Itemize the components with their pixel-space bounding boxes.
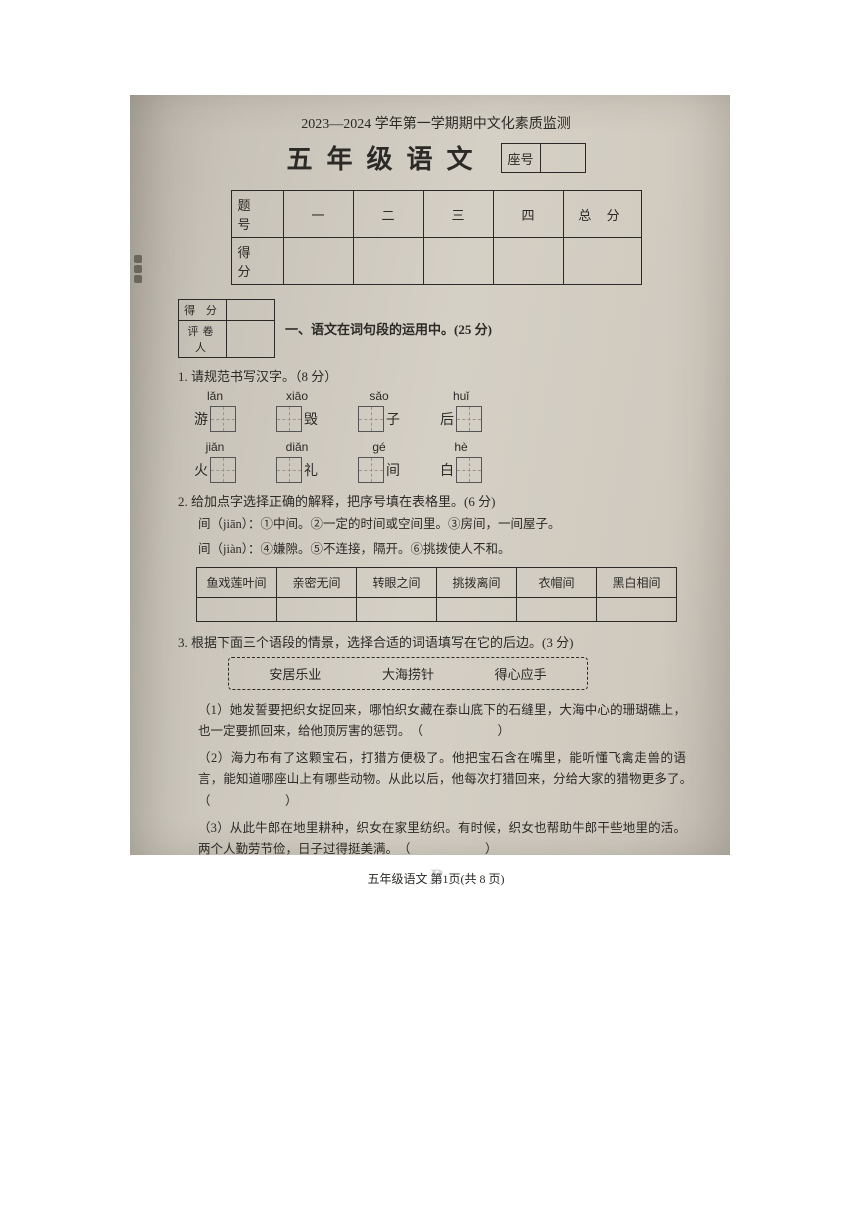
score-col-1: 一 (283, 191, 353, 238)
score-row2-label: 得 分 (231, 238, 283, 285)
q2-ans[interactable] (437, 597, 517, 621)
char-trail: 间 (386, 460, 400, 480)
q3-p2: （2）海力布有了这颗宝石，打猎方便极了。他把宝石含在嘴里，能听懂飞禽走兽的语言，… (198, 748, 694, 812)
pinyin: lǎn (207, 389, 223, 403)
seat-box: 座号 (501, 143, 586, 173)
binding-holes (134, 255, 142, 283)
write-box[interactable] (276, 457, 302, 483)
q2-ans[interactable] (597, 597, 677, 621)
hole-icon (134, 265, 142, 273)
pinyin: xiāo (286, 389, 308, 403)
mini-v2[interactable] (227, 321, 275, 358)
q3-p3: （3）从此牛郎在地里耕种，织女在家里纺织。有时候，织女也帮助牛郎干些地里的活。两… (198, 818, 694, 861)
page-footer: B 五年级语文 第1页(共 8 页) (178, 870, 694, 887)
grader-table: 得 分 评卷人 (178, 299, 275, 358)
q2-def1: 间（jiān）：①中间。②一定的时间或空间里。③房间，一间屋子。 (198, 514, 694, 535)
seat-label: 座号 (502, 144, 541, 172)
question-2: 2. 给加点字选择正确的解释，把序号填在表格里。(6 分) (178, 491, 694, 510)
q2-h4: 挑拨离间 (437, 567, 517, 597)
q2-ans[interactable] (357, 597, 437, 621)
score-cell[interactable] (283, 238, 353, 285)
char-item: hè 白 (440, 440, 482, 483)
q2-def2: 间（jiàn）：④嫌隙。⑤不连接，隔开。⑥挑拨使人不和。 (198, 539, 694, 560)
score-cell[interactable] (493, 238, 563, 285)
section-1-header: 得 分 评卷人 一、语文在词句段的运用中。(25 分) (178, 299, 694, 358)
q2-ans[interactable] (277, 597, 357, 621)
score-row1-label: 题 号 (231, 191, 283, 238)
q1-row2: jiǎn 火 diǎn 礼 gé 间 hè 白 (194, 440, 694, 483)
char-item: lǎn 游 (194, 389, 236, 432)
answer-blank[interactable]: （ ） (404, 842, 499, 856)
write-box[interactable] (210, 457, 236, 483)
score-col-4: 四 (493, 191, 563, 238)
char-lead: 游 (194, 409, 208, 429)
opt-1: 安居乐业 (269, 664, 321, 683)
exam-header-line: 2023—2024 学年第一学期期中文化素质监测 (178, 113, 694, 133)
char-item: jiǎn 火 (194, 440, 236, 483)
q2-h1: 鱼戏莲叶间 (197, 567, 277, 597)
answer-blank[interactable]: （ ） (198, 794, 300, 808)
write-box[interactable] (210, 406, 236, 432)
q2-ans[interactable] (517, 597, 597, 621)
char-lead: 火 (194, 460, 208, 480)
score-cell[interactable] (353, 238, 423, 285)
write-box[interactable] (358, 457, 384, 483)
char-lead: 后 (440, 409, 454, 429)
char-item: diǎn 礼 (276, 440, 318, 483)
q2-h2: 亲密无间 (277, 567, 357, 597)
score-col-2: 二 (353, 191, 423, 238)
score-total-label: 总 分 (563, 191, 641, 238)
mini-r1: 得 分 (179, 300, 227, 321)
hole-icon (134, 255, 142, 263)
char-item: gé 间 (358, 440, 400, 483)
opt-3: 得心应手 (495, 664, 547, 683)
write-box[interactable] (276, 406, 302, 432)
score-cell[interactable] (423, 238, 493, 285)
pinyin: huǐ (453, 389, 469, 403)
q2-h3: 转眼之间 (357, 567, 437, 597)
q3-options: 安居乐业 大海捞针 得心应手 (228, 657, 588, 690)
pinyin: sǎo (369, 389, 388, 403)
pinyin: diǎn (286, 440, 309, 454)
page: 2023—2024 学年第一学期期中文化素质监测 五年级语文 座号 题 号 一 … (0, 0, 860, 1216)
main-title: 五年级语文 (286, 139, 486, 176)
q3-p1: （1）她发誓要把织女捉回来，哪怕织女藏在泰山底下的石缝里，大海中心的珊瑚礁上，也… (198, 700, 694, 743)
score-cell[interactable] (563, 238, 641, 285)
q2-answer-table: 鱼戏莲叶间 亲密无间 转眼之间 挑拨离间 衣帽间 黑白相间 (196, 567, 677, 622)
write-box[interactable] (358, 406, 384, 432)
char-trail: 子 (386, 409, 400, 429)
char-item: sǎo 子 (358, 389, 400, 432)
q2-ans[interactable] (197, 597, 277, 621)
content: 2023—2024 学年第一学期期中文化素质监测 五年级语文 座号 题 号 一 … (130, 95, 730, 897)
opt-2: 大海捞针 (382, 664, 434, 683)
q2-h5: 衣帽间 (517, 567, 597, 597)
pinyin: hè (454, 440, 467, 454)
mini-r2: 评卷人 (179, 321, 227, 358)
pinyin: gé (372, 440, 385, 454)
pinyin: jiǎn (206, 440, 225, 454)
char-item: xiāo 毁 (276, 389, 318, 432)
char-trail: 毁 (304, 409, 318, 429)
seat-value[interactable] (541, 144, 585, 172)
score-col-3: 三 (423, 191, 493, 238)
write-box[interactable] (456, 457, 482, 483)
section-1-title: 一、语文在词句段的运用中。(25 分) (285, 319, 492, 338)
q2-h6: 黑白相间 (597, 567, 677, 597)
watermark: B (429, 864, 444, 890)
scanned-paper: 2023—2024 学年第一学期期中文化素质监测 五年级语文 座号 题 号 一 … (130, 95, 730, 855)
score-table: 题 号 一 二 三 四 总 分 得 分 (231, 190, 642, 285)
char-lead: 白 (440, 460, 454, 480)
char-trail: 礼 (304, 460, 318, 480)
answer-blank[interactable]: （ ） (417, 724, 512, 738)
question-3: 3. 根据下面三个语段的情景，选择合适的词语填写在它的后边。(3 分) (178, 632, 694, 651)
mini-v1[interactable] (227, 300, 275, 321)
question-1: 1. 请规范书写汉字。（8 分） (178, 366, 694, 385)
write-box[interactable] (456, 406, 482, 432)
q1-row1: lǎn 游 xiāo 毁 sǎo 子 huǐ 后 (194, 389, 694, 432)
char-item: huǐ 后 (440, 389, 482, 432)
hole-icon (134, 275, 142, 283)
title-row: 五年级语文 座号 (178, 139, 694, 176)
